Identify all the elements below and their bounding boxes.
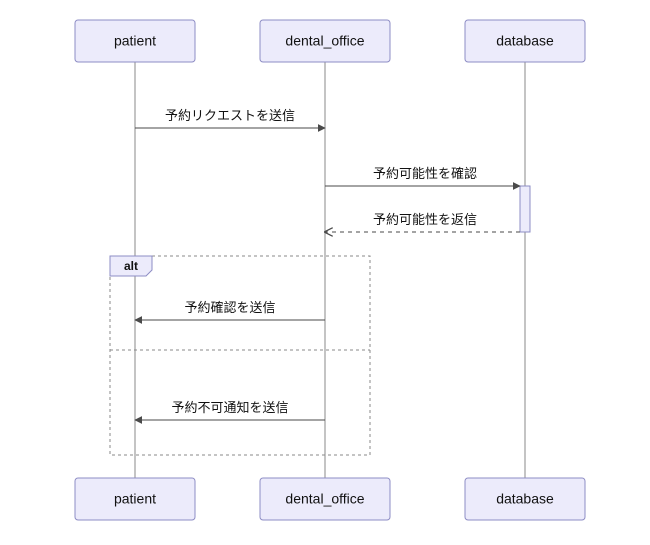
actor-dental-office-bottom: dental_office <box>260 478 390 520</box>
actor-label: dental_office <box>285 491 364 507</box>
actor-label: database <box>496 33 554 49</box>
alt-label: alt <box>124 259 138 273</box>
svg-text:予約可能性を返信: 予約可能性を返信 <box>373 212 477 227</box>
msg-return-availability: 予約可能性を返信 <box>325 212 520 232</box>
actor-label: database <box>496 491 554 507</box>
sequence-diagram: patient dental_office database 予約リクエストを送… <box>0 0 650 545</box>
svg-text:予約リクエストを送信: 予約リクエストを送信 <box>165 108 295 123</box>
msg-request: 予約リクエストを送信 <box>135 108 325 128</box>
actor-dental-office-top: dental_office <box>260 20 390 62</box>
actor-patient-top: patient <box>75 20 195 62</box>
msg-unavailable: 予約不可通知を送信 <box>135 400 325 420</box>
alt-fragment: alt <box>110 256 370 455</box>
actor-label: patient <box>114 33 156 49</box>
actor-database-bottom: database <box>465 478 585 520</box>
actor-database-top: database <box>465 20 585 62</box>
svg-text:予約不可通知を送信: 予約不可通知を送信 <box>171 400 288 415</box>
svg-text:予約確認を送信: 予約確認を送信 <box>184 300 275 315</box>
actor-label: dental_office <box>285 33 364 49</box>
msg-check-availability: 予約可能性を確認 <box>325 166 520 186</box>
actor-patient-bottom: patient <box>75 478 195 520</box>
msg-confirm: 予約確認を送信 <box>135 300 325 320</box>
svg-text:予約可能性を確認: 予約可能性を確認 <box>373 166 477 181</box>
activation-database <box>520 186 530 232</box>
actor-label: patient <box>114 491 156 507</box>
